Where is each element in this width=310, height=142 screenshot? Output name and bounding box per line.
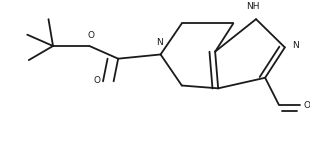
Text: NH: NH (246, 2, 260, 11)
Text: N: N (156, 38, 162, 47)
Text: O: O (93, 76, 100, 85)
Text: N: N (292, 41, 299, 51)
Text: O: O (87, 31, 95, 40)
Text: O: O (303, 101, 310, 110)
